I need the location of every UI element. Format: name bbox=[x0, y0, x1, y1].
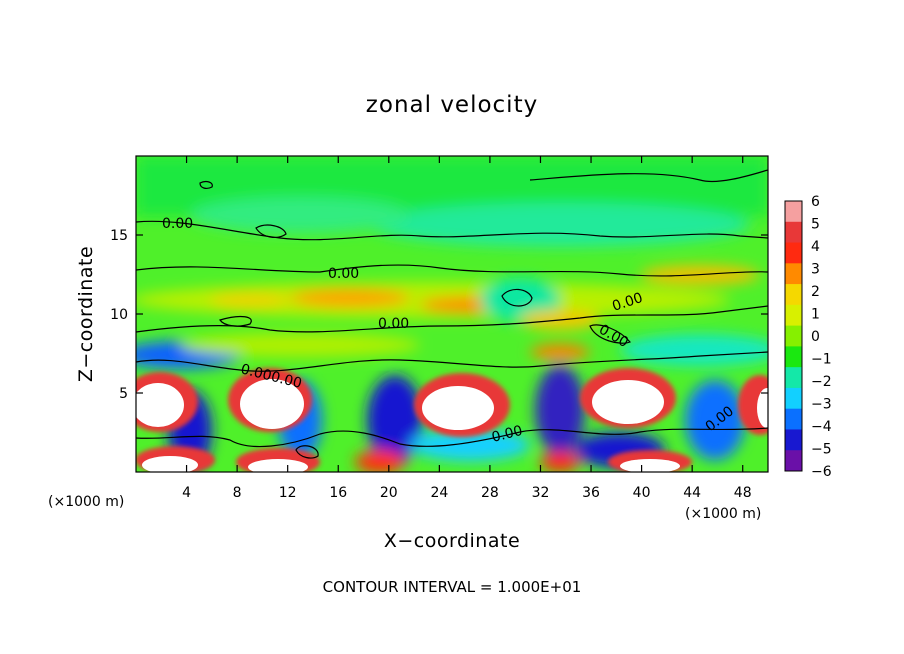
colorbar-label: 4 bbox=[811, 239, 820, 255]
contour-label: 0.00 bbox=[490, 423, 524, 446]
colorbar-swatch bbox=[785, 201, 802, 223]
x-tick-label: 8 bbox=[233, 485, 242, 501]
x-tick-label: 20 bbox=[380, 485, 398, 501]
colorbar-swatch bbox=[785, 242, 802, 264]
x-tick-label: 44 bbox=[683, 485, 701, 501]
colorbar-swatch bbox=[785, 387, 802, 410]
x-tick-label: 24 bbox=[430, 485, 448, 501]
colorbar-swatch bbox=[785, 367, 802, 389]
chart-title: zonal velocity bbox=[366, 92, 538, 118]
contour-label: 0.00 bbox=[162, 216, 193, 232]
contour-interval-note: CONTOUR INTERVAL = 1.000E+01 bbox=[323, 578, 582, 596]
colorbar-label: −6 bbox=[811, 464, 832, 480]
colorbar-swatch bbox=[785, 408, 802, 430]
x-tick-label: 12 bbox=[279, 485, 297, 501]
x-axis-label: X−coordinate bbox=[384, 530, 520, 552]
colorbar-swatch bbox=[785, 263, 802, 285]
colorbar-label: 5 bbox=[811, 217, 820, 233]
y-axis-label: Z−coordinate bbox=[75, 246, 97, 382]
colorbar-swatch bbox=[785, 346, 802, 368]
y-tick-label: 5 bbox=[119, 386, 128, 402]
x-tick-label: 32 bbox=[532, 485, 550, 501]
colorbar-label: −3 bbox=[811, 397, 832, 413]
colorbar-label: 6 bbox=[811, 194, 820, 210]
x-tick-label: 28 bbox=[481, 485, 499, 501]
x-tick-label: 16 bbox=[329, 485, 347, 501]
colorbar-swatch bbox=[785, 325, 802, 347]
colorbar-label: 2 bbox=[811, 284, 820, 300]
colorbar-label: 1 bbox=[811, 307, 820, 323]
colorbar-frame bbox=[784, 200, 803, 472]
x-unit-note-right: (×1000 m) bbox=[685, 506, 761, 522]
colorbar-label: −4 bbox=[811, 419, 832, 435]
contour-label: 0.00 bbox=[378, 316, 409, 332]
contour-label: 0.00 bbox=[328, 266, 359, 282]
x-tick-label: 36 bbox=[582, 485, 600, 501]
y-tick-label: 10 bbox=[110, 307, 128, 323]
heatmap-field bbox=[136, 156, 768, 472]
colorbar-swatch bbox=[785, 221, 802, 244]
x-tick-label: 4 bbox=[182, 485, 191, 501]
colorbar-swatch bbox=[785, 284, 802, 306]
y-axis: 5 10 15 bbox=[110, 228, 768, 402]
x-unit-note-left: (×1000 m) bbox=[48, 494, 124, 510]
x-tick-label: 40 bbox=[633, 485, 651, 501]
colorbar-label: 0 bbox=[811, 329, 820, 345]
colorbar-label: −1 bbox=[811, 352, 832, 368]
colorbar-swatch bbox=[785, 304, 802, 327]
x-tick-label: 48 bbox=[734, 485, 752, 501]
contour-lines bbox=[136, 169, 768, 459]
colorbar-label: 3 bbox=[811, 262, 820, 278]
y-tick-label: 15 bbox=[110, 228, 128, 244]
x-axis: 4 8 12 16 20 24 28 32 36 40 44 48 bbox=[182, 156, 752, 501]
colorbar: 6 5 4 3 2 1 0 −1 −2 −3 −4 −5 −6 bbox=[784, 194, 832, 480]
colorbar-label: −5 bbox=[811, 442, 832, 458]
colorbar-label: −2 bbox=[811, 374, 832, 390]
colorbar-swatch bbox=[785, 450, 802, 472]
colorbar-swatch bbox=[785, 429, 802, 451]
